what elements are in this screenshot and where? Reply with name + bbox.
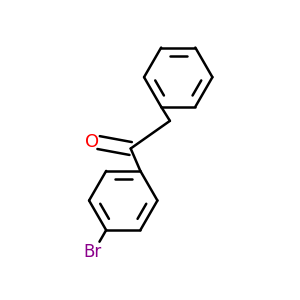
Text: Br: Br: [83, 243, 101, 261]
Text: O: O: [85, 133, 99, 151]
